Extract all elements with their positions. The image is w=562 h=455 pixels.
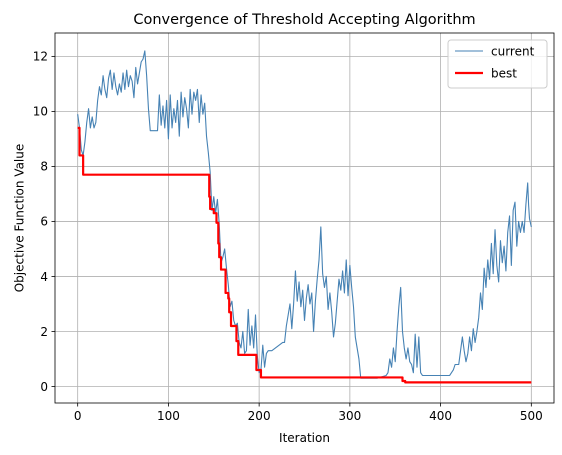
x-tick-label: 200: [248, 409, 271, 423]
chart-title: Convergence of Threshold Accepting Algor…: [133, 12, 475, 28]
legend-label-current: current: [491, 44, 535, 58]
y-tick-label: 6: [40, 215, 48, 229]
series-line-best: [77, 126, 532, 384]
x-tick-label: 500: [520, 409, 543, 423]
y-axis-label: Objective Function Value: [13, 144, 27, 293]
legend: current best: [447, 39, 548, 89]
x-tick-label: 0: [74, 409, 82, 423]
grid-lines: [55, 33, 554, 403]
axis-ticks: 0 100 200 300 400 500 0 2 4 6 8 10 12: [33, 50, 543, 423]
x-axis-label: Iteration: [279, 431, 330, 445]
y-tick-label: 2: [40, 325, 48, 339]
x-tick-label: 300: [338, 409, 361, 423]
series-layer: [77, 50, 532, 384]
legend-label-best: best: [491, 66, 517, 80]
plot-frame: [54, 32, 555, 404]
y-tick-label: 4: [40, 270, 48, 284]
y-tick-label: 0: [40, 380, 48, 394]
x-tick-label: 100: [157, 409, 180, 423]
legend-box: [447, 39, 548, 89]
y-tick-label: 8: [40, 160, 48, 174]
series-line-current: [77, 50, 532, 379]
y-tick-label: 12: [33, 50, 48, 64]
y-tick-label: 10: [33, 105, 48, 119]
x-tick-label: 400: [429, 409, 452, 423]
